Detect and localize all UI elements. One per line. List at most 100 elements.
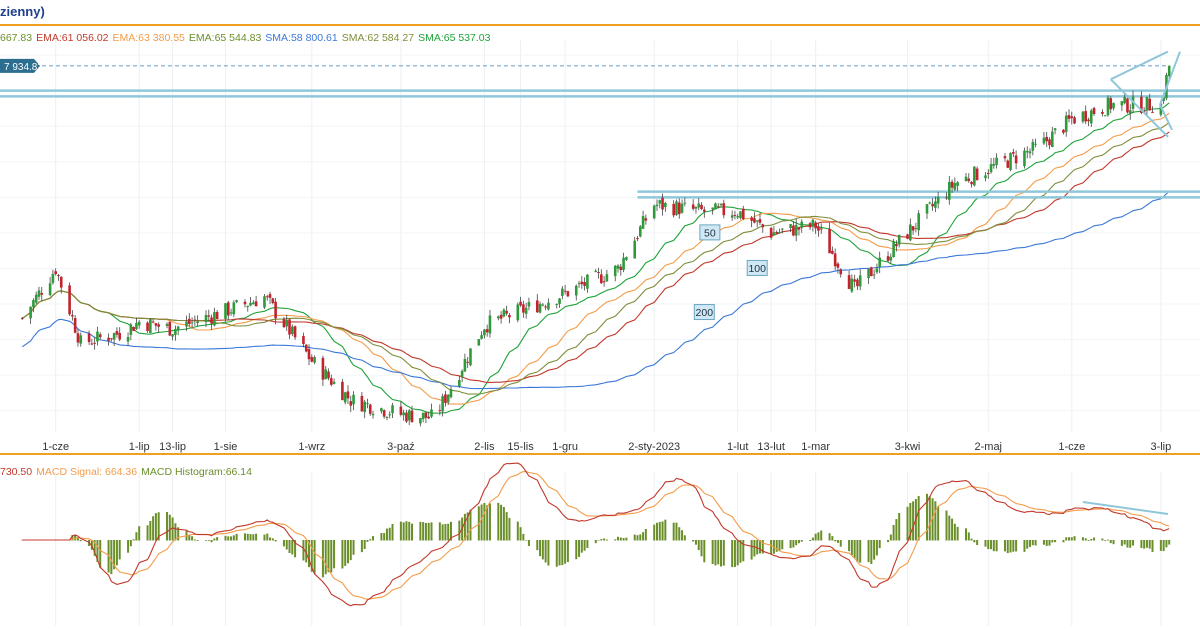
macd-histogram-bar [1045, 540, 1048, 546]
macd-histogram-bar [717, 540, 720, 565]
macd-histogram-bar [263, 534, 266, 541]
candle-body [677, 202, 681, 215]
macd-histogram-bar [477, 506, 480, 541]
candle-body [1031, 141, 1035, 151]
candle-body [1167, 65, 1171, 77]
candle-body [215, 311, 219, 320]
macd-histogram-bar [127, 540, 130, 553]
candle-body [1142, 111, 1146, 113]
candle-body [438, 410, 442, 412]
macd-histogram-bar [1062, 540, 1065, 543]
candle-body [343, 392, 347, 403]
candle-body [605, 274, 609, 282]
candle-body [76, 333, 80, 343]
candle-body [1126, 98, 1129, 113]
candle-body [310, 357, 314, 362]
candle-body [652, 205, 656, 219]
macd-histogram-bar [388, 527, 391, 541]
macd-histogram-bar [987, 540, 990, 550]
macd-histogram-bar [1090, 538, 1093, 541]
candle-body [34, 294, 38, 303]
candle-body [460, 370, 464, 378]
candle-body [98, 334, 102, 338]
macd-histogram-bar [110, 540, 113, 575]
candle-body [285, 319, 289, 327]
ma-label-box [693, 304, 715, 321]
candle-body [694, 206, 698, 209]
macd-histogram-bar [850, 540, 853, 556]
macd-histogram-bar [1148, 540, 1151, 549]
candle-body [761, 224, 765, 228]
macd-histogram-bar [914, 498, 917, 541]
ma-label-text: 100 [748, 263, 766, 275]
pattern-side-line [1159, 51, 1181, 106]
macd-histogram-bar [352, 540, 355, 555]
candle-body [597, 272, 600, 274]
macd-histogram-bar [366, 540, 369, 542]
candle-body [794, 224, 798, 236]
macd-histogram-bar [230, 536, 233, 541]
macd-histogram-bar [575, 540, 578, 560]
candle-body [638, 226, 642, 237]
macd-histogram-bar [625, 537, 628, 541]
candle-body [213, 312, 216, 326]
macd-histogram-bar [372, 536, 375, 541]
candle-body [363, 401, 366, 413]
candle-body [736, 216, 740, 218]
candle-body [1081, 111, 1085, 122]
candle-body [522, 304, 525, 313]
macd-histogram-bar [177, 527, 180, 541]
candle-body [466, 361, 469, 363]
candle-body [917, 213, 920, 231]
macd-histogram-bar [1143, 540, 1146, 549]
candle-body [619, 266, 623, 271]
macd-histogram-bar [99, 540, 102, 568]
macd-histogram-bar [171, 517, 174, 541]
candle-body [1025, 150, 1029, 153]
macd-histogram-bar [243, 533, 246, 541]
macd-histogram-bar [1162, 540, 1165, 552]
macd-histogram-bar [967, 532, 970, 541]
candle-body [1012, 151, 1015, 154]
macd-histogram-bar [1123, 540, 1126, 545]
macd-histogram-bar [441, 524, 444, 541]
macd-histogram-bar [129, 540, 132, 547]
candle-body [40, 292, 44, 295]
candle-body [641, 216, 645, 229]
macd-histogram-bar [321, 540, 324, 578]
candle-body [90, 343, 94, 345]
candle-body [274, 301, 277, 319]
macd-histogram-bar [867, 540, 870, 563]
candle-body [691, 204, 695, 209]
candle-body [889, 256, 893, 261]
candle-body [583, 282, 586, 286]
macd-histogram-bar [722, 540, 725, 566]
candle-body [204, 315, 208, 323]
macd-histogram-bar [227, 536, 230, 541]
moving-average-line [21, 112, 1170, 405]
macd-histogram-bar [583, 540, 586, 551]
macd-histogram-bar [324, 540, 327, 575]
macd-histogram-bar [463, 513, 466, 541]
panel-divider [0, 453, 1200, 455]
candle-body [1087, 119, 1090, 122]
candle-body [741, 208, 745, 220]
macd-histogram-bar [1109, 540, 1112, 544]
candle-body [405, 412, 408, 422]
macd-histogram-bar [232, 535, 235, 541]
macd-histogram-bar [1145, 540, 1148, 548]
candle-body [421, 412, 425, 420]
candle-body [505, 310, 508, 314]
candle-body [953, 183, 957, 190]
x-tick-label: 1-gru [552, 441, 578, 453]
macd-histogram-bar [1101, 538, 1104, 541]
candle-body [1050, 131, 1054, 148]
macd-histogram-bar [781, 540, 784, 550]
candle-body [249, 302, 252, 306]
candle-body [616, 265, 620, 269]
macd-histogram-bar [1165, 540, 1168, 548]
macd-histogram-bar [282, 540, 285, 547]
candle-body [577, 283, 581, 285]
candle-body [758, 219, 762, 223]
